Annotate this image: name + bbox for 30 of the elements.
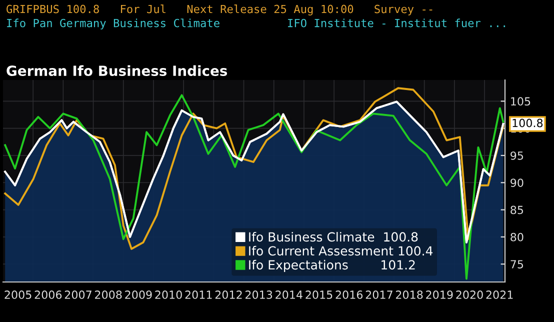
x-tick-label: 2018 — [396, 290, 423, 299]
legend-label: Ifo Business Climate 100.8 — [249, 232, 418, 242]
x-tick-label: 2006 — [34, 290, 62, 299]
y-tick-label: 80 — [510, 232, 524, 242]
y-tick-label: 95 — [510, 151, 524, 160]
x-tick-label: 2009 — [125, 290, 152, 299]
x-tick-label: 2019 — [426, 290, 453, 299]
x-tick-label: 2008 — [95, 290, 122, 299]
text: Ifo Pan Germany Business Climate IFO Institute - Institut fuer ... — [7, 18, 506, 30]
x-tick-label: 2021 — [486, 290, 513, 299]
x-tick-label: 2013 — [245, 290, 272, 299]
x-tick-label: 2020 — [456, 290, 483, 299]
x-tick-label: 2011 — [185, 290, 212, 299]
legend-label: Ifo Expectations 101.2 — [249, 260, 415, 272]
x-tick-label: 2015 — [306, 290, 332, 299]
x-tick-label: 2016 — [336, 290, 363, 299]
chart-title: German Ifo Business Indices — [6, 65, 228, 76]
x-tick-label: 2010 — [155, 290, 182, 299]
text: GRIFPBUS 100.8 For Jul Next Release 25 Aug 10:00 Survey -- — [6, 4, 432, 16]
x-tick-label: 2005 — [4, 290, 32, 299]
x-tick-label: 2014 — [276, 290, 302, 299]
y-tick-label: 105 — [511, 97, 530, 106]
y-tick-label: 75 — [510, 260, 524, 268]
x-tick-label: 2017 — [366, 290, 392, 299]
x-tick-label: 2012 — [215, 290, 242, 299]
x-tick-label: 2007 — [64, 290, 92, 299]
annotation: 100.8 — [512, 118, 543, 128]
legend-label: Ifo Current Assessment 100.4 — [249, 246, 433, 256]
y-tick-label: 85 — [510, 206, 524, 214]
y-tick-label: 90 — [510, 178, 524, 188]
